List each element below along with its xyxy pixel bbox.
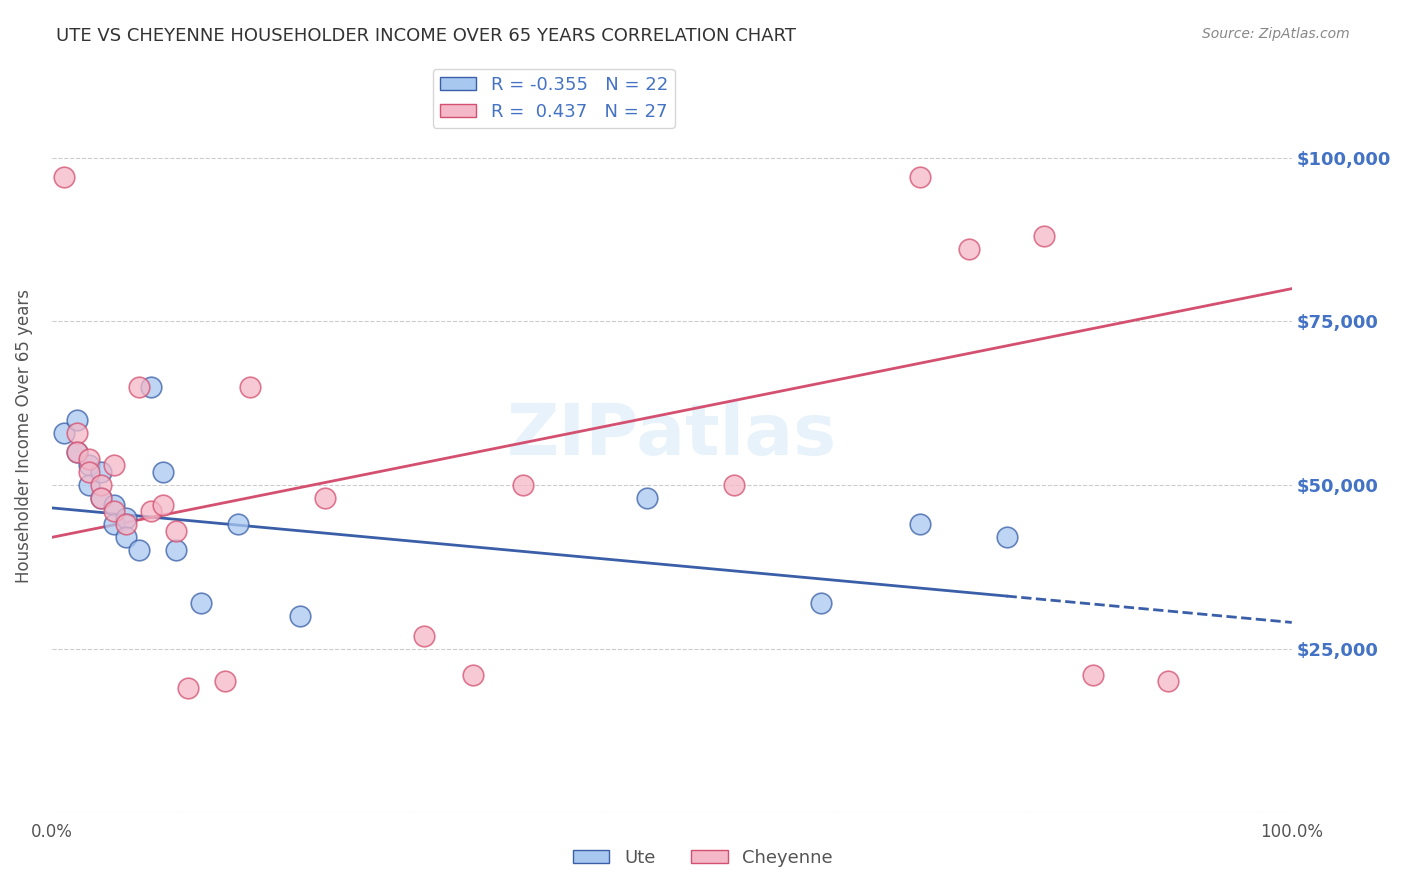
Point [239, 380, 262, 394]
Point [77, 478, 100, 492]
Point [957, 243, 980, 257]
Point [512, 478, 534, 492]
Point [77, 451, 100, 466]
Point [314, 491, 336, 505]
Point [103, 458, 125, 473]
Point [65, 445, 87, 459]
Point [412, 628, 434, 642]
Point [53, 170, 76, 185]
Point [128, 543, 150, 558]
Legend: Ute, Cheyenne: Ute, Cheyenne [567, 842, 839, 874]
Text: ZIPatlas: ZIPatlas [506, 401, 837, 470]
Point [636, 491, 658, 505]
Point [152, 498, 174, 512]
Point [77, 458, 100, 473]
Point [77, 465, 100, 479]
Point [139, 504, 162, 518]
Legend: R = -0.355   N = 22, R =  0.437   N = 27: R = -0.355 N = 22, R = 0.437 N = 27 [433, 69, 675, 128]
Point [90, 491, 112, 505]
Point [463, 667, 485, 681]
Point [1083, 667, 1105, 681]
Point [190, 596, 212, 610]
Point [90, 491, 112, 505]
Point [103, 517, 125, 532]
Point [723, 478, 745, 492]
Point [165, 543, 187, 558]
Point [288, 608, 311, 623]
Text: Source: ZipAtlas.com: Source: ZipAtlas.com [1202, 27, 1350, 41]
Point [90, 478, 112, 492]
Point [115, 510, 138, 524]
Point [139, 380, 162, 394]
Point [1032, 229, 1054, 244]
Point [115, 517, 138, 532]
Point [152, 465, 174, 479]
Point [226, 517, 249, 532]
Y-axis label: Householder Income Over 65 years: Householder Income Over 65 years [15, 289, 32, 582]
Point [995, 530, 1018, 544]
Point [128, 380, 150, 394]
Point [103, 498, 125, 512]
Point [103, 504, 125, 518]
Point [65, 445, 87, 459]
Point [65, 412, 87, 426]
Point [65, 425, 87, 440]
Point [214, 674, 236, 689]
Point [810, 596, 832, 610]
Text: UTE VS CHEYENNE HOUSEHOLDER INCOME OVER 65 YEARS CORRELATION CHART: UTE VS CHEYENNE HOUSEHOLDER INCOME OVER … [56, 27, 796, 45]
Point [53, 425, 76, 440]
Point [165, 524, 187, 538]
Point [115, 530, 138, 544]
Point [177, 681, 200, 695]
Point [1157, 674, 1180, 689]
Point [908, 517, 931, 532]
Point [90, 465, 112, 479]
Point [908, 170, 931, 185]
